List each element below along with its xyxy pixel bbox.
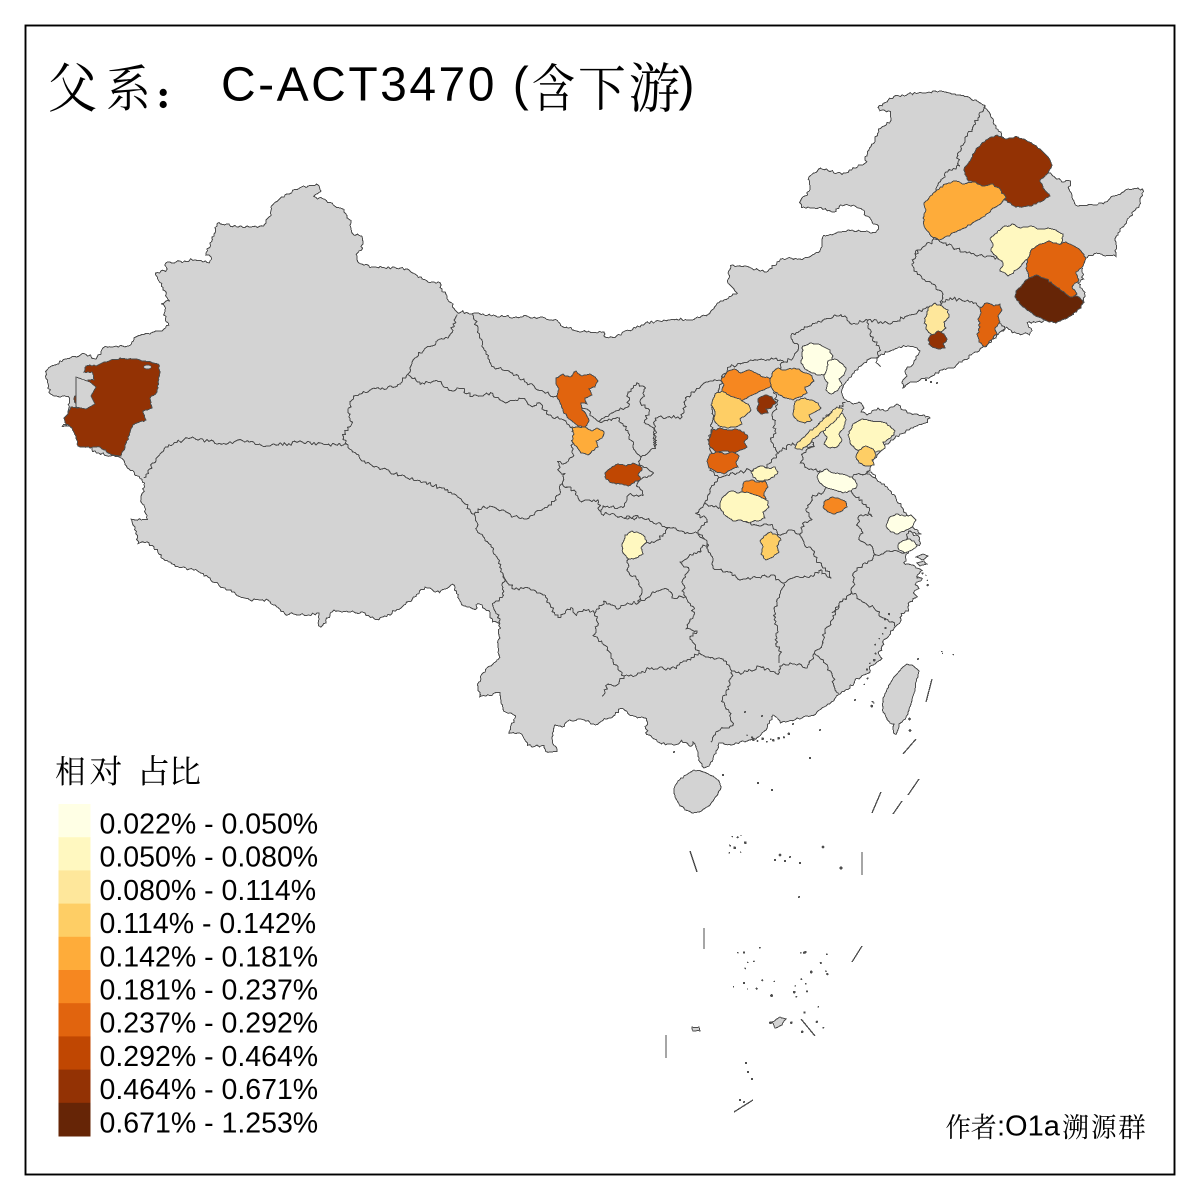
svg-text:0.464% - 0.671%: 0.464% - 0.671% bbox=[100, 1074, 319, 1106]
svg-text:0.050% - 0.080%: 0.050% - 0.080% bbox=[100, 842, 319, 874]
svg-text:0.292% - 0.464%: 0.292% - 0.464% bbox=[100, 1041, 319, 1073]
svg-text:0.114% - 0.142%: 0.114% - 0.142% bbox=[100, 908, 317, 940]
svg-text:0.080% - 0.114%: 0.080% - 0.114% bbox=[100, 875, 317, 907]
svg-text:0.022% - 0.050%: 0.022% - 0.050% bbox=[100, 809, 319, 841]
svg-text:0.142% - 0.181%: 0.142% - 0.181% bbox=[100, 941, 319, 973]
svg-text:0.181% - 0.237%: 0.181% - 0.237% bbox=[100, 975, 319, 1007]
svg-text:C-ACT3470 (: C-ACT3470 ( bbox=[221, 59, 531, 112]
svg-text::O1a: :O1a bbox=[997, 1111, 1061, 1143]
svg-text:): ) bbox=[679, 59, 695, 112]
svg-text:0.671% - 1.253%: 0.671% - 1.253% bbox=[100, 1107, 319, 1139]
svg-text:0.237% - 0.292%: 0.237% - 0.292% bbox=[100, 1008, 319, 1040]
